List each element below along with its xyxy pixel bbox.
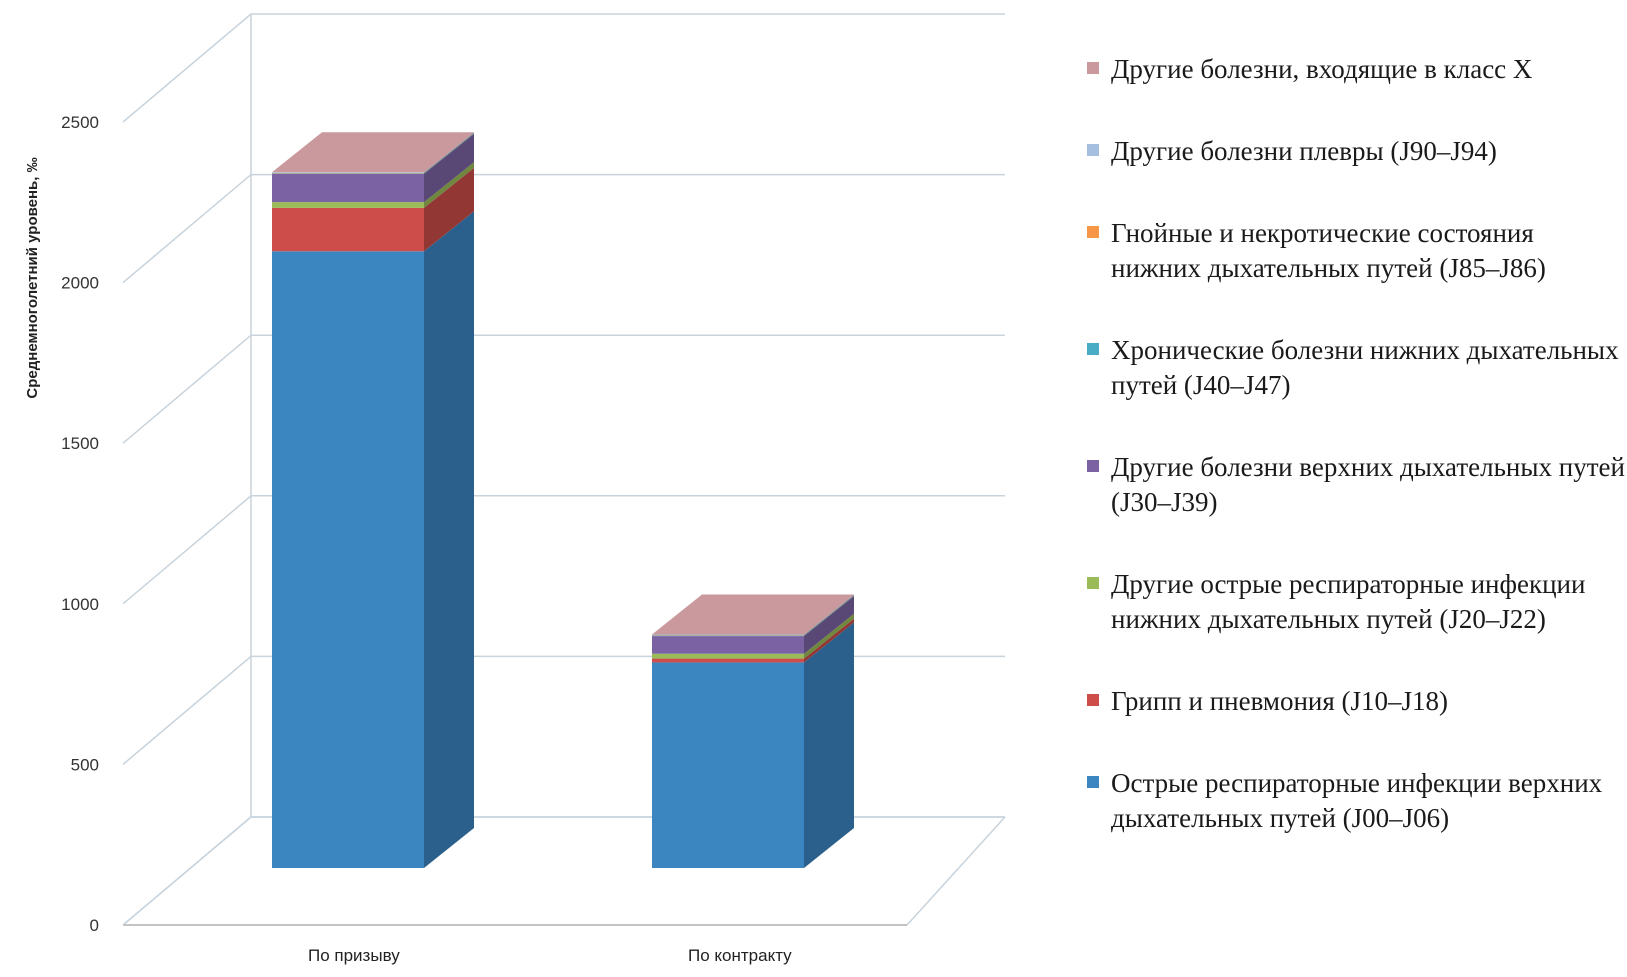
gridlines bbox=[122, 13, 1005, 926]
bar-segment bbox=[272, 211, 474, 868]
bar-front bbox=[272, 207, 424, 252]
legend-swatch bbox=[1087, 460, 1099, 472]
bar-front bbox=[272, 202, 424, 208]
bar-top bbox=[652, 594, 854, 635]
bar-segment bbox=[272, 162, 474, 208]
y-axis-label: Среднемноголетний уровень, ‰ bbox=[24, 157, 41, 398]
bar-segment bbox=[652, 596, 854, 654]
chart-walls bbox=[122, 14, 1006, 926]
bar-front bbox=[652, 658, 804, 663]
legend-swatch bbox=[1087, 62, 1099, 74]
bar-side bbox=[804, 613, 854, 659]
legend-item: Гнойные и некротические состояния нижних… bbox=[1085, 216, 1625, 286]
bar-front bbox=[652, 662, 804, 868]
bar-segment bbox=[652, 622, 854, 868]
bar-front bbox=[272, 251, 424, 868]
bar-segment bbox=[272, 132, 474, 173]
x-category-label: По контракту bbox=[688, 946, 792, 965]
bar-side bbox=[424, 132, 474, 173]
bar-side bbox=[424, 167, 474, 252]
y-tick-label: 2500 bbox=[61, 113, 99, 132]
bars bbox=[272, 132, 854, 868]
bar-stack bbox=[652, 594, 854, 868]
bar-front bbox=[272, 172, 424, 173]
bar-front bbox=[272, 173, 424, 203]
legend-item: Другие острые респираторные инфекции ниж… bbox=[1085, 567, 1625, 637]
bar-segment bbox=[652, 613, 854, 659]
y-tick-label: 500 bbox=[71, 755, 99, 774]
bar-front bbox=[652, 634, 804, 636]
x-category-labels: По призыву По контракту bbox=[308, 946, 792, 965]
legend-item: Другие болезни верхних дыхательных путей… bbox=[1085, 450, 1625, 520]
legend-item: Грипп и пневмония (J10–J18) bbox=[1085, 684, 1625, 719]
gridline bbox=[122, 655, 1005, 765]
y-tick-label: 0 bbox=[90, 916, 99, 935]
y-tick-label: 1500 bbox=[61, 434, 99, 453]
legend-label: Хронические болезни нижних дыхательных п… bbox=[1111, 335, 1619, 400]
y-tick-labels: 0 500 1000 1500 2000 2500 bbox=[61, 113, 99, 935]
legend: Другие болезни, входящие в класс X Другие… bbox=[1085, 52, 1625, 836]
bar-side bbox=[804, 622, 854, 868]
legend-swatch bbox=[1087, 577, 1099, 589]
gridline bbox=[122, 495, 1005, 605]
bar-side bbox=[804, 595, 854, 636]
bar-stack bbox=[272, 132, 474, 868]
bar-side bbox=[424, 132, 474, 174]
bar-front bbox=[652, 635, 804, 636]
bar-side bbox=[424, 211, 474, 868]
legend-label: Другие болезни верхних дыхательных путей… bbox=[1111, 452, 1625, 517]
bar-segment bbox=[652, 594, 854, 636]
gridline bbox=[122, 334, 1005, 444]
legend-label: Другие болезни плевры (J90–J94) bbox=[1111, 136, 1497, 166]
bar-segment bbox=[272, 133, 474, 174]
bar-side bbox=[804, 618, 854, 663]
gridline bbox=[122, 173, 1005, 284]
gridline bbox=[122, 816, 1005, 926]
bar-side bbox=[804, 595, 854, 637]
y-tick-label: 1000 bbox=[61, 595, 99, 614]
bar-side bbox=[804, 594, 854, 636]
legend-swatch bbox=[1087, 776, 1099, 788]
legend-swatch bbox=[1087, 343, 1099, 355]
legend-item: Хронические болезни нижних дыхательных п… bbox=[1085, 333, 1625, 403]
bar-front bbox=[272, 172, 424, 174]
bar-front bbox=[652, 636, 804, 654]
legend-item: Другие болезни плевры (J90–J94) bbox=[1085, 134, 1625, 169]
legend-label: Грипп и пневмония (J10–J18) bbox=[1111, 686, 1449, 716]
bar-side bbox=[424, 133, 474, 174]
legend-item: Другие болезни, входящие в класс X bbox=[1085, 52, 1625, 87]
gridline bbox=[122, 13, 1005, 123]
legend-swatch bbox=[1087, 694, 1099, 706]
bar-side bbox=[804, 596, 854, 654]
legend-label: Острые респираторные инфекции верхних ды… bbox=[1111, 768, 1603, 833]
bar-segment bbox=[652, 618, 854, 663]
legend-label: Другие болезни, входящие в класс X bbox=[1111, 54, 1533, 84]
bar-side bbox=[424, 133, 474, 203]
legend-item: Острые респираторные инфекции верхних ды… bbox=[1085, 766, 1625, 836]
x-category-label: По призыву bbox=[308, 946, 400, 965]
bar-side bbox=[424, 162, 474, 208]
bar-segment bbox=[272, 132, 474, 174]
bar-front bbox=[652, 653, 804, 659]
bar-segment bbox=[652, 595, 854, 636]
legend-swatch bbox=[1087, 144, 1099, 156]
bar-segment bbox=[272, 167, 474, 252]
y-tick-label: 2000 bbox=[61, 274, 99, 293]
legend-swatch bbox=[1087, 226, 1099, 238]
legend-label: Другие острые респираторные инфекции ниж… bbox=[1111, 569, 1586, 634]
bar-top bbox=[272, 132, 474, 173]
floor-right-edge bbox=[906, 816, 1006, 926]
legend-label: Гнойные и некротические состояния нижних… bbox=[1111, 218, 1546, 283]
bar-front bbox=[652, 635, 804, 637]
bar-front bbox=[272, 173, 424, 174]
bar-segment bbox=[652, 595, 854, 637]
bar-segment bbox=[272, 133, 474, 203]
